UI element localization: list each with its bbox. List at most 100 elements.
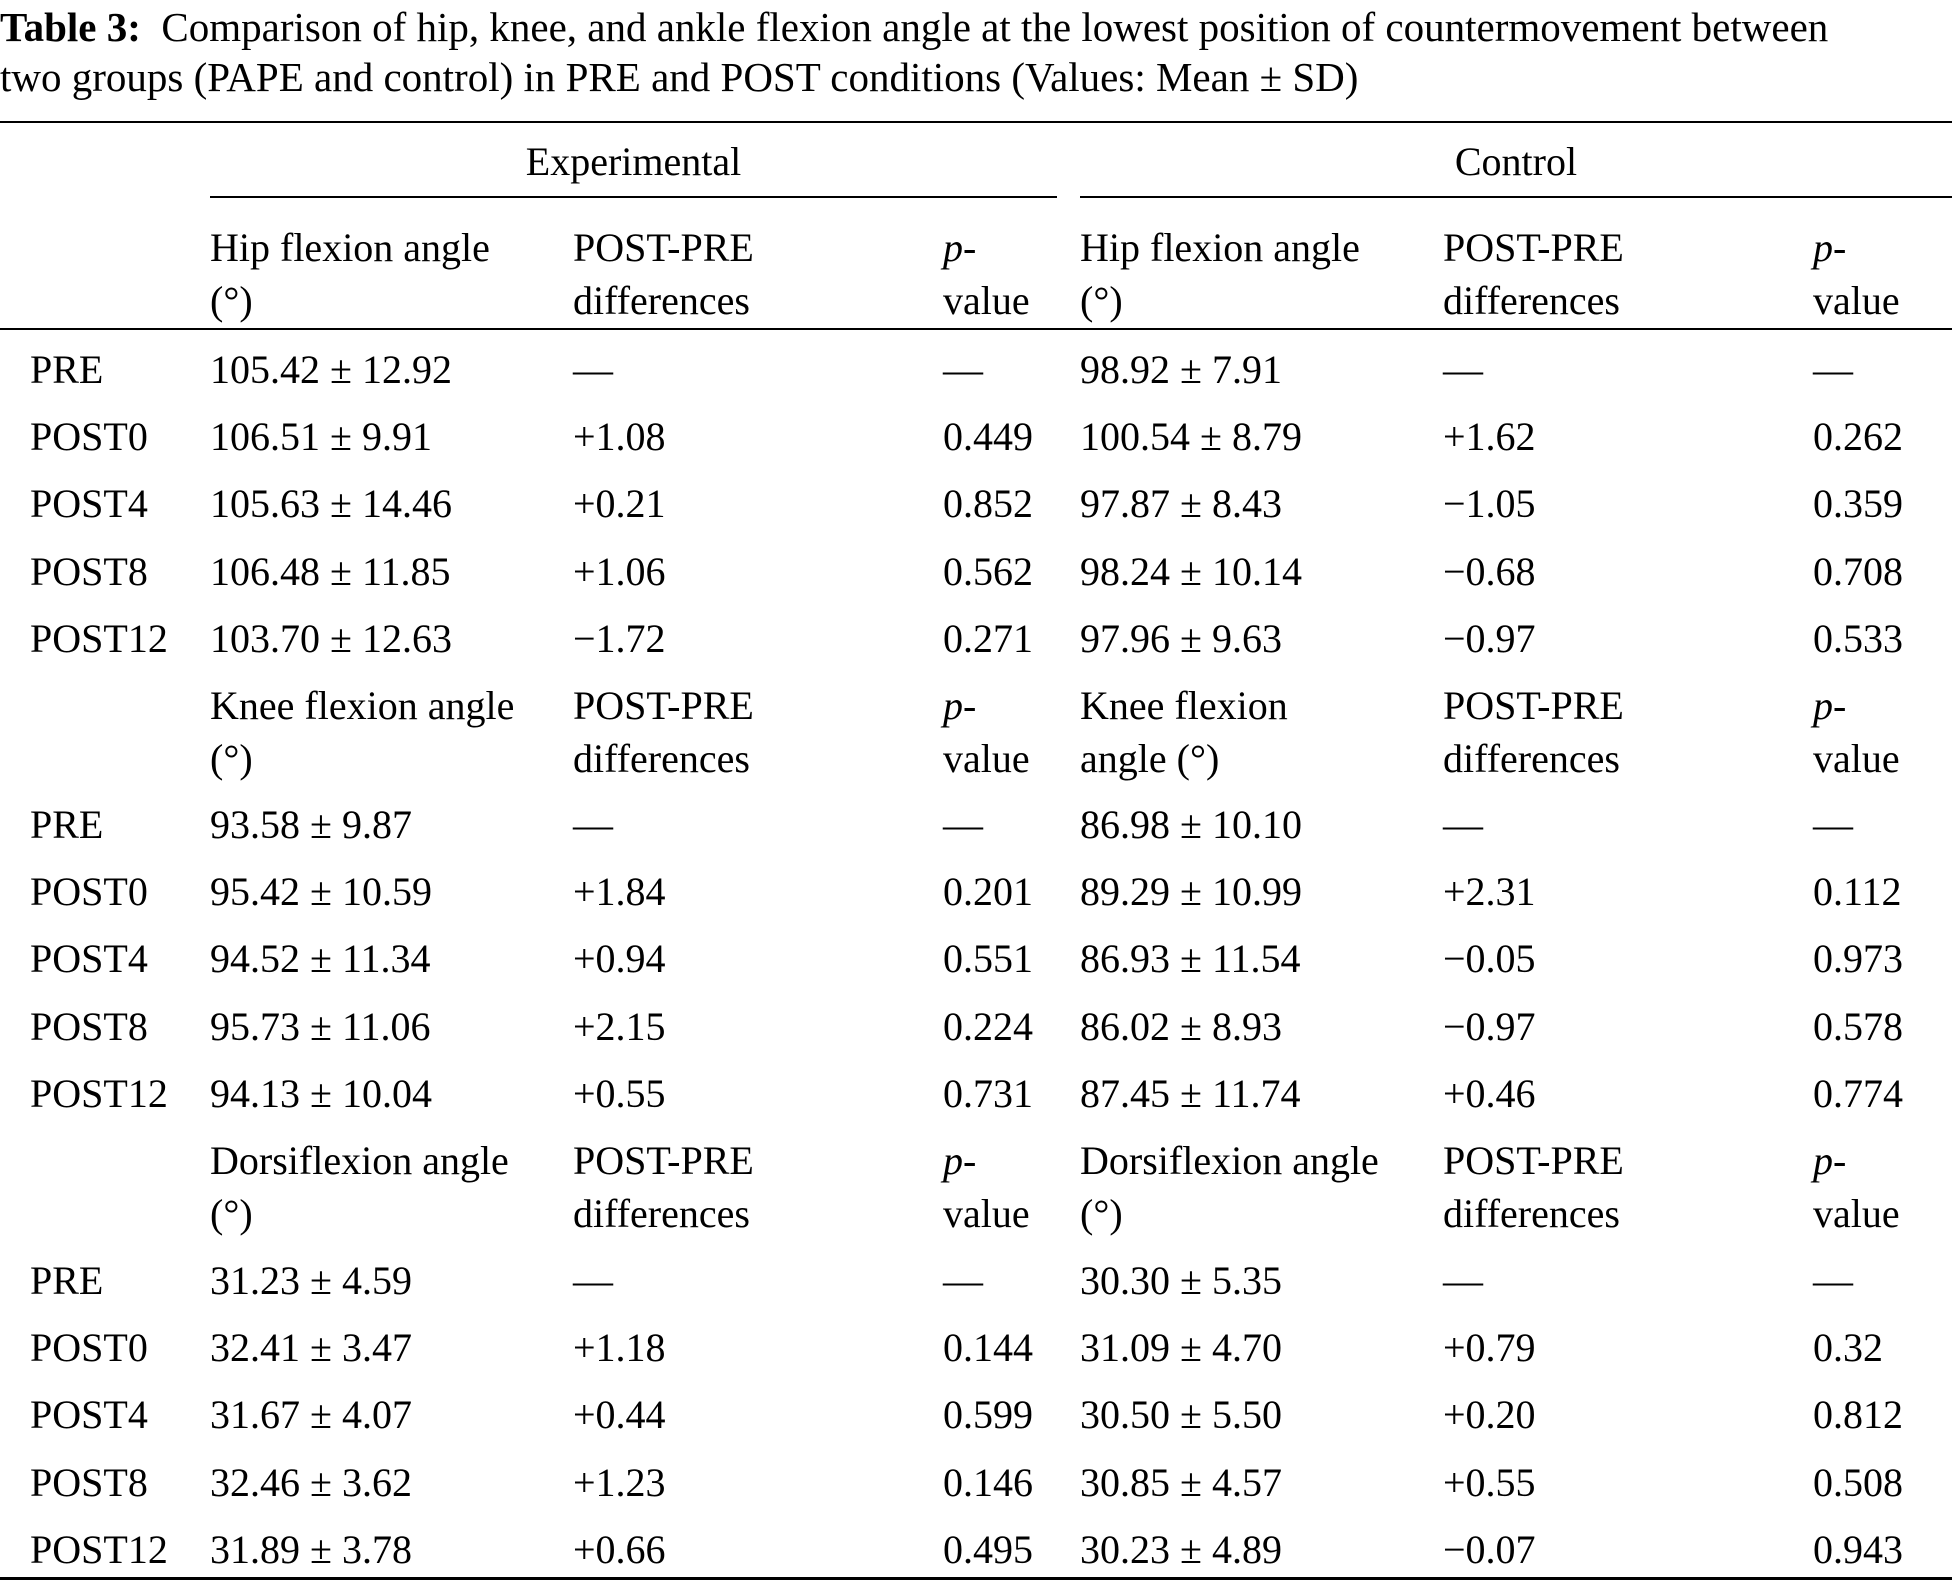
experimental-difference: +0.55 bbox=[573, 1070, 666, 1116]
diff-header: POST-PRE bbox=[573, 225, 754, 270]
control-mean-sd: 86.98 ± 10.10 bbox=[1080, 802, 1302, 847]
control-difference: +0.46 bbox=[1443, 1070, 1536, 1116]
p-value-header: p- bbox=[943, 221, 976, 274]
experimental-p-value: — bbox=[943, 1258, 983, 1303]
control-mean-sd: 97.96 ± 9.63 bbox=[1080, 615, 1282, 661]
diff-header: differences bbox=[1443, 1191, 1620, 1236]
control-p-value: 0.812 bbox=[1813, 1392, 1903, 1438]
experimental-measure-header: (°) bbox=[210, 736, 253, 781]
experimental-difference: +0.44 bbox=[573, 1392, 666, 1438]
control-difference: — bbox=[1443, 802, 1483, 847]
control-difference: +1.62 bbox=[1443, 414, 1536, 460]
diff-header: differences bbox=[573, 736, 750, 781]
experimental-mean-sd: 105.63 ± 14.46 bbox=[210, 481, 452, 527]
caption-label: Table 3: bbox=[0, 4, 141, 50]
experimental-difference: — bbox=[573, 347, 613, 392]
experimental-difference: +1.23 bbox=[573, 1459, 666, 1505]
p-value-header: p- bbox=[1813, 221, 1846, 274]
row-label: POST4 bbox=[30, 481, 148, 527]
control-mean-sd: 30.85 ± 4.57 bbox=[1080, 1459, 1282, 1505]
p-value-header: value bbox=[1813, 278, 1900, 323]
row-label: POST12 bbox=[30, 1526, 168, 1572]
control-measure-header: (°) bbox=[1080, 1191, 1123, 1236]
control-difference: −0.68 bbox=[1443, 548, 1536, 594]
experimental-measure-header: Hip flexion angle bbox=[210, 225, 490, 270]
row-label: POST8 bbox=[30, 548, 148, 594]
control-p-value: 0.973 bbox=[1813, 936, 1903, 982]
experimental-mean-sd: 106.48 ± 11.85 bbox=[210, 548, 451, 594]
p-label: p- bbox=[1813, 1138, 1847, 1183]
p-value-header: value bbox=[943, 1191, 1030, 1236]
control-difference: — bbox=[1443, 347, 1483, 392]
group-header-control: Control bbox=[1454, 139, 1578, 184]
experimental-p-value: 0.201 bbox=[943, 869, 1033, 915]
control-measure-header: Hip flexion angle bbox=[1080, 225, 1360, 270]
control-rule bbox=[1080, 196, 1952, 198]
experimental-p-value: 0.562 bbox=[943, 548, 1033, 594]
p-value-header: p- bbox=[943, 1134, 976, 1187]
control-mean-sd: 97.87 ± 8.43 bbox=[1080, 481, 1282, 527]
experimental-p-value: — bbox=[943, 802, 983, 847]
row-label: POST0 bbox=[30, 869, 148, 915]
experimental-p-value: 0.146 bbox=[943, 1459, 1033, 1505]
p-value-header: p- bbox=[1813, 679, 1846, 732]
row-label: POST12 bbox=[30, 1070, 168, 1116]
experimental-p-value: 0.144 bbox=[943, 1325, 1033, 1371]
control-mean-sd: 31.09 ± 4.70 bbox=[1080, 1325, 1282, 1371]
control-p-value: 0.578 bbox=[1813, 1003, 1903, 1049]
control-mean-sd: 98.24 ± 10.14 bbox=[1080, 548, 1302, 594]
control-mean-sd: 89.29 ± 10.99 bbox=[1080, 869, 1302, 915]
experimental-p-value: — bbox=[943, 347, 983, 392]
row-label: PRE bbox=[30, 1258, 104, 1303]
row-label: POST4 bbox=[30, 936, 148, 982]
p-value-header: value bbox=[1813, 1191, 1900, 1236]
control-difference: −0.05 bbox=[1443, 936, 1536, 982]
experimental-mean-sd: 106.51 ± 9.91 bbox=[210, 414, 432, 460]
control-p-value: 0.508 bbox=[1813, 1459, 1903, 1505]
control-p-value: — bbox=[1813, 1258, 1853, 1303]
experimental-mean-sd: 31.23 ± 4.59 bbox=[210, 1258, 412, 1303]
experimental-difference: +1.08 bbox=[573, 414, 666, 460]
experimental-mean-sd: 94.52 ± 11.34 bbox=[210, 936, 431, 982]
diff-header: POST-PRE bbox=[573, 683, 754, 728]
experimental-difference: +2.15 bbox=[573, 1003, 666, 1049]
control-mean-sd: 100.54 ± 8.79 bbox=[1080, 414, 1302, 460]
row-label: POST4 bbox=[30, 1392, 148, 1438]
experimental-difference: +0.94 bbox=[573, 936, 666, 982]
diff-header: differences bbox=[573, 1191, 750, 1236]
control-mean-sd: 98.92 ± 7.91 bbox=[1080, 347, 1282, 392]
experimental-difference: +1.84 bbox=[573, 869, 666, 915]
experimental-mean-sd: 94.13 ± 10.04 bbox=[210, 1070, 432, 1116]
diff-header: POST-PRE bbox=[1443, 683, 1624, 728]
experimental-difference: +0.66 bbox=[573, 1526, 666, 1572]
experimental-measure-header: (°) bbox=[210, 1191, 253, 1236]
row-label: POST8 bbox=[30, 1003, 148, 1049]
control-p-value: 0.112 bbox=[1813, 869, 1902, 915]
p-value-header: p- bbox=[943, 679, 976, 732]
p-label: p- bbox=[943, 1138, 977, 1183]
control-difference: +0.55 bbox=[1443, 1459, 1536, 1505]
diff-header: differences bbox=[1443, 278, 1620, 323]
control-mean-sd: 87.45 ± 11.74 bbox=[1080, 1070, 1301, 1116]
experimental-difference: — bbox=[573, 802, 613, 847]
experimental-rule bbox=[210, 196, 1057, 198]
control-mean-sd: 30.23 ± 4.89 bbox=[1080, 1526, 1282, 1572]
diff-header: POST-PRE bbox=[1443, 1138, 1624, 1183]
row-label: POST0 bbox=[30, 414, 148, 460]
caption-text-line2: two groups (PAPE and control) in PRE and… bbox=[0, 54, 1359, 100]
experimental-p-value: 0.731 bbox=[943, 1070, 1033, 1116]
control-p-value: 0.359 bbox=[1813, 481, 1903, 527]
control-mean-sd: 30.50 ± 5.50 bbox=[1080, 1392, 1282, 1438]
control-difference: −0.97 bbox=[1443, 1003, 1536, 1049]
control-mean-sd: 86.93 ± 11.54 bbox=[1080, 936, 1301, 982]
control-difference: +2.31 bbox=[1443, 869, 1536, 915]
p-label: p- bbox=[943, 683, 977, 728]
p-label: p- bbox=[1813, 683, 1847, 728]
experimental-difference: +0.21 bbox=[573, 481, 666, 527]
control-p-value: 0.32 bbox=[1813, 1325, 1883, 1371]
control-mean-sd: 30.30 ± 5.35 bbox=[1080, 1258, 1282, 1303]
experimental-p-value: 0.852 bbox=[943, 481, 1033, 527]
top-rule bbox=[0, 121, 1952, 123]
table-caption: Table 3: Comparison of hip, knee, and an… bbox=[0, 2, 1956, 102]
control-measure-header: angle (°) bbox=[1080, 736, 1220, 781]
